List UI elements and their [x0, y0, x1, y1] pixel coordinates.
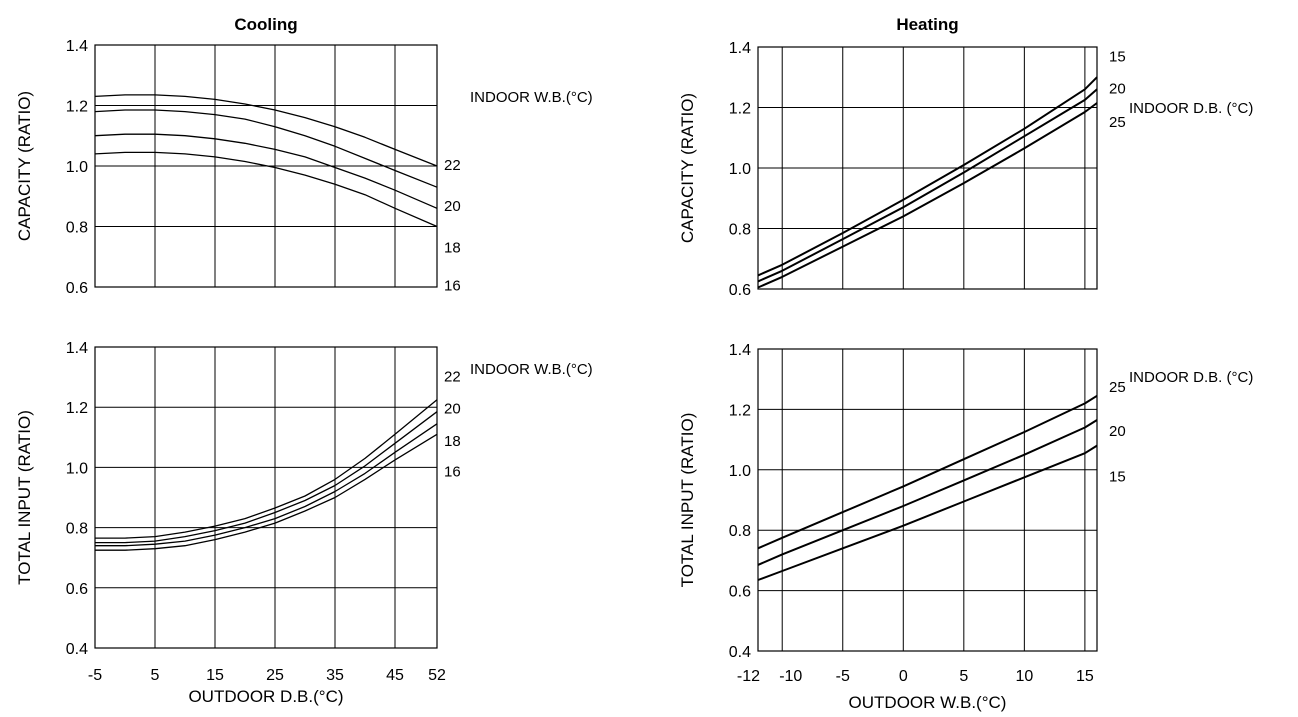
series-label-15: 15 — [1109, 469, 1126, 486]
x-tick-label: -5 — [88, 667, 102, 684]
x-tick-label: 0 — [899, 668, 908, 685]
chart-cooling: Cooling 0.6 0.8 1.0 1.2 1.4 CAPACITY (RATIO) 22… — [15, 15, 593, 706]
series-label-20: 20 — [1109, 80, 1126, 97]
y-tick-label: 1.0 — [66, 460, 88, 477]
series-label-16: 16 — [444, 278, 461, 295]
legend-annotation: INDOOR D.B. (°C) — [1129, 369, 1253, 386]
series-line-20 — [757, 88, 1098, 283]
y-axis-label: CAPACITY (RATIO) — [678, 93, 697, 243]
y-axis-label: TOTAL INPUT (RATIO) — [15, 410, 34, 585]
x-tick-label: -5 — [836, 668, 850, 685]
y-tick-label: 0.4 — [729, 644, 751, 661]
series-line-22 — [94, 94, 438, 167]
y-tick-label: 1.4 — [66, 340, 88, 357]
panel-capacity: 0.6 0.8 1.0 1.2 1.4 CAPACITY (RATIO) 22 20 18 16 I… — [15, 38, 593, 297]
series-label-18: 18 — [444, 433, 461, 450]
chart-title: Heating — [896, 15, 958, 34]
x-tick-label: -12 — [737, 668, 760, 685]
chart-heating: Heating 0.6 0.8 1.0 1.2 1.4 CAPACITY (RATIO) 15… — [678, 15, 1253, 712]
panel-total-input: 0.4 0.6 0.8 1.0 1.2 1.4 TOTAL INPUT (RATIO) 22 2… — [15, 340, 593, 658]
series-line-25 — [757, 102, 1098, 289]
y-tick-label: 1.2 — [729, 402, 751, 419]
series-line-22 — [95, 399, 438, 539]
y-tick-label: 0.6 — [729, 584, 751, 601]
series-label-22: 22 — [444, 369, 461, 386]
series-label-15: 15 — [1109, 48, 1126, 65]
series-label-25: 25 — [1109, 114, 1126, 131]
panel-capacity: 0.6 0.8 1.0 1.2 1.4 CAPACITY (RATIO) 15 20 25IND… — [678, 40, 1253, 299]
y-tick-label: 0.8 — [729, 523, 751, 540]
panel-total-input: 0.4 0.6 0.8 1.0 1.2 1.4 TOTAL INPUT (RATIO) 25 2… — [678, 342, 1253, 661]
x-axis-label: OUTDOOR D.B.(°C) — [188, 687, 343, 706]
series-line-16 — [95, 433, 438, 551]
x-tick-label: -10 — [779, 668, 802, 685]
series-label-20: 20 — [444, 401, 461, 418]
chart-title: Cooling — [234, 15, 297, 34]
y-tick-label: 1.0 — [729, 161, 751, 178]
legend-annotation: INDOOR W.B.(°C) — [470, 89, 593, 106]
series-label-25: 25 — [1109, 379, 1126, 396]
series-line-16 — [94, 151, 438, 228]
series-label-18: 18 — [444, 239, 461, 256]
x-axis-label: OUTDOOR W.B.(°C) — [849, 693, 1007, 712]
series-line-15 — [757, 76, 1098, 277]
x-tick-label: 45 — [386, 667, 404, 684]
series-line-25 — [757, 394, 1098, 550]
y-tick-label: 1.2 — [66, 99, 88, 116]
y-tick-label: 1.0 — [729, 463, 751, 480]
x-tick-label: 52 — [428, 667, 446, 684]
plot-frame — [757, 46, 1098, 290]
x-tick-label: 15 — [1076, 668, 1094, 685]
y-tick-label: 0.4 — [66, 641, 88, 658]
series-line-15 — [757, 444, 1098, 581]
x-tick-label: 25 — [266, 667, 284, 684]
y-tick-label: 1.4 — [729, 342, 751, 359]
y-tick-label: 0.8 — [66, 521, 88, 538]
x-tick-label: 5 — [151, 667, 160, 684]
series-line-20 — [94, 109, 438, 188]
y-tick-label: 0.6 — [66, 581, 88, 598]
plot-frame — [94, 346, 438, 649]
x-tick-label: 5 — [959, 668, 968, 685]
x-tick-label: 10 — [1015, 668, 1033, 685]
y-tick-label: 1.2 — [729, 101, 751, 118]
x-tick-label: 15 — [206, 667, 224, 684]
y-tick-label: 1.4 — [66, 38, 88, 55]
y-tick-label: 0.8 — [729, 222, 751, 239]
series-line-20 — [757, 419, 1098, 566]
legend-annotation: INDOOR D.B. (°C) — [1129, 100, 1253, 117]
series-line-18 — [95, 423, 438, 547]
y-axis-label: TOTAL INPUT (RATIO) — [678, 413, 697, 588]
y-tick-label: 0.6 — [66, 280, 88, 297]
x-tick-label: 35 — [326, 667, 344, 684]
y-tick-label: 0.8 — [66, 220, 88, 237]
series-line-20 — [95, 411, 438, 544]
y-axis-label: CAPACITY (RATIO) — [15, 91, 34, 241]
y-tick-label: 1.4 — [729, 40, 751, 57]
plot-frame — [757, 348, 1098, 652]
legend-annotation: INDOOR W.B.(°C) — [470, 361, 593, 378]
y-tick-label: 1.2 — [66, 400, 88, 417]
series-line-18 — [94, 133, 438, 209]
series-label-20: 20 — [444, 198, 461, 215]
y-tick-label: 1.0 — [66, 159, 88, 176]
series-label-20: 20 — [1109, 423, 1126, 440]
series-label-22: 22 — [444, 157, 461, 174]
series-label-16: 16 — [444, 463, 461, 480]
y-tick-label: 0.6 — [729, 282, 751, 299]
